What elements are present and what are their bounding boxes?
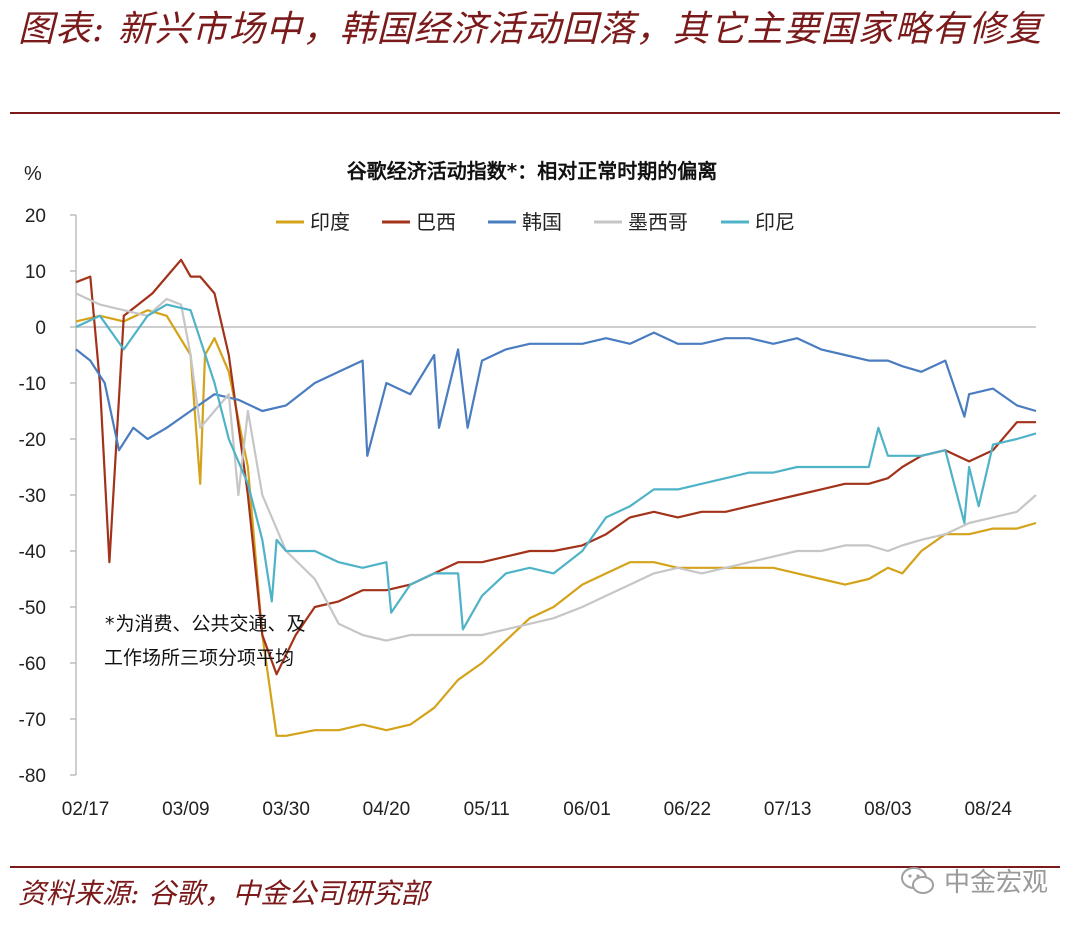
x-tick-label: 06/22 <box>664 799 712 820</box>
legend-label: 墨西哥 <box>628 210 688 234</box>
y-tick-label: -20 <box>19 430 46 451</box>
y-tick-label: 0 <box>35 318 46 339</box>
series-line-印尼 <box>75 303 1037 631</box>
series-line-巴西 <box>75 258 1036 676</box>
x-tick-label: 06/01 <box>563 799 611 820</box>
legend-label: 印度 <box>310 210 350 234</box>
page-title: 图表: 新兴市场中，韩国经济活动回落，其它主要国家略有修复 <box>18 9 1043 50</box>
y-tick-label: -30 <box>19 486 46 507</box>
y-tick-label: -50 <box>19 598 46 619</box>
series-line-韩国 <box>75 331 1037 457</box>
legend-label: 巴西 <box>416 210 456 234</box>
footer-divider <box>10 866 1060 868</box>
x-tick-label: 05/11 <box>464 799 510 820</box>
chart-legend: 印度 巴西 韩国 墨西哥 印尼 <box>276 210 795 234</box>
note-line: 工作场所三项分项平均 <box>104 647 294 669</box>
y-tick-label: -70 <box>19 710 46 731</box>
note-line: *为消费、公共交通、及 <box>104 613 305 635</box>
y-tick-label: -60 <box>19 654 46 675</box>
series-line-墨西哥 <box>75 292 1037 642</box>
x-tick-label: 08/03 <box>864 799 912 820</box>
chart-title: 谷歌经济活动指数*：相对正常时期的偏离 <box>347 159 717 183</box>
y-tick-label: 20 <box>25 206 46 227</box>
series-line-印度 <box>75 309 1037 737</box>
x-tick-label: 04/20 <box>363 799 411 820</box>
watermark: 中金宏观 <box>900 862 1048 899</box>
y-tick-label: -10 <box>19 374 46 395</box>
title-divider <box>10 112 1060 114</box>
x-tick-label: 07/13 <box>764 799 812 820</box>
x-tick-label: 08/24 <box>964 799 1012 820</box>
watermark-text: 中金宏观 <box>943 868 1048 898</box>
legend-label: 印尼 <box>755 210 795 234</box>
x-axis-ticks: 02/17 03/09 03/30 04/20 05/11 06/01 06/22 07/13… <box>62 799 1013 820</box>
y-tick-label: -80 <box>19 766 46 787</box>
y-tick-label: -40 <box>19 542 46 563</box>
wechat-icon <box>900 866 934 894</box>
x-tick-label: 02/17 <box>62 799 110 820</box>
x-tick-label: 03/09 <box>162 799 210 820</box>
source-note: 资料来源: 谷歌，中金公司研究部 <box>18 877 429 910</box>
y-axis-unit: % <box>24 163 42 185</box>
chart-series <box>75 258 1037 737</box>
x-tick-label: 03/30 <box>262 799 310 820</box>
legend-label: 韩国 <box>522 210 562 234</box>
line-chart: 谷歌经济活动指数*：相对正常时期的偏离 % 印度 巴西 韩国 墨西哥 印尼 20 10 0 -… <box>19 159 1037 820</box>
y-axis-ticks: 20 10 0 -10 -20 -30 -40 -50 -60 -70 -80 <box>19 206 76 787</box>
y-tick-label: 10 <box>25 262 46 283</box>
